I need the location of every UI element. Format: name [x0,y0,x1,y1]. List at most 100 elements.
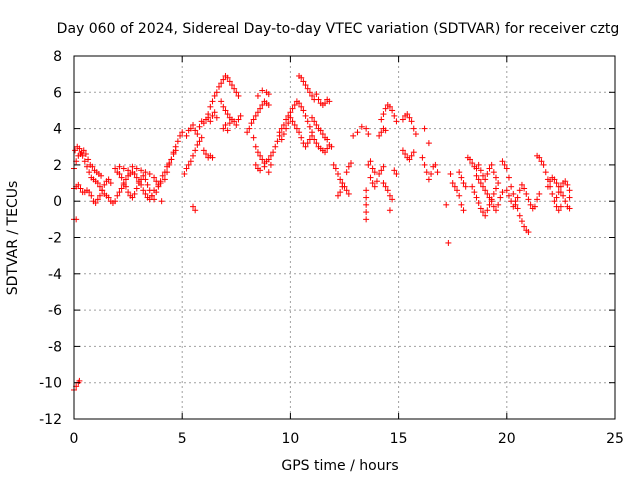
data-point [471,189,478,196]
y-tick-label: -4 [48,267,62,283]
x-tick-label: 10 [281,431,299,447]
data-point [479,209,486,216]
data-point [393,118,400,125]
data-point [367,174,374,181]
data-point [518,181,525,188]
data-point [317,127,324,134]
data-point [566,187,573,194]
x-axis-label: GPS time / hours [281,458,398,474]
data-point [235,116,242,123]
data-point [410,125,417,132]
data-point [386,103,393,110]
data-point [231,85,238,92]
data-point [261,163,268,170]
data-point [287,109,294,116]
data-point [382,127,389,134]
data-point [192,127,199,134]
data-point [391,167,398,174]
data-point [181,170,188,177]
data-point [490,203,497,210]
data-point [120,165,127,172]
data-point [209,98,216,105]
data-point [233,89,240,96]
data-point [419,154,426,161]
axis-ticks [73,55,616,420]
data-point [86,189,93,196]
y-tick-label: 6 [53,85,62,101]
data-point [564,181,571,188]
data-point [557,203,564,210]
data-point [475,161,482,168]
data-point [482,176,489,183]
data-point [473,172,480,179]
data-point [83,163,90,170]
data-point [133,165,140,172]
data-point [270,149,277,156]
data-point [376,170,383,177]
data-point [330,161,337,168]
data-point [363,216,370,223]
data-point [516,187,523,194]
data-point [248,120,255,127]
data-point [168,156,175,163]
data-point [194,141,201,148]
data-point [406,114,413,121]
data-point [499,158,506,165]
data-point [116,189,123,196]
data-point [380,180,387,187]
data-point [235,92,242,99]
data-point [497,194,504,201]
data-point [475,200,482,207]
data-point [322,100,329,107]
data-point [315,96,322,103]
data-point [371,183,378,190]
data-point [443,201,450,208]
data-point [475,176,482,183]
data-point [226,78,233,85]
data-point [553,180,560,187]
data-point [283,125,290,132]
data-point [389,107,396,114]
data-point [313,140,320,147]
data-point [514,205,521,212]
data-point [512,201,519,208]
data-point [423,169,430,176]
data-point [393,170,400,177]
data-point [531,203,538,210]
data-point [192,207,199,214]
data-point [158,198,165,205]
data-point [343,169,350,176]
data-point [447,170,454,177]
data-point [220,76,227,83]
data-point [200,120,207,127]
data-point [192,147,199,154]
data-point [378,167,385,174]
data-point [492,207,499,214]
data-point [536,190,543,197]
data-point [302,82,309,89]
data-point [81,158,88,165]
data-point [120,181,127,188]
data-point [125,189,132,196]
data-point [190,152,197,159]
data-point [209,154,216,161]
data-point [369,165,376,172]
data-point [486,165,493,172]
data-point [146,170,153,177]
data-point [259,102,266,109]
data-point [482,212,489,219]
data-point [386,207,393,214]
data-point [319,131,326,138]
data-point [131,190,138,197]
data-point [486,194,493,201]
data-point [218,98,225,105]
x-tick-label: 20 [498,431,516,447]
data-point [469,183,476,190]
data-point [347,160,354,167]
data-point [484,207,491,214]
data-point [380,111,387,118]
data-point [280,121,287,128]
data-points [71,72,573,393]
data-point [85,156,92,163]
data-point [343,187,350,194]
